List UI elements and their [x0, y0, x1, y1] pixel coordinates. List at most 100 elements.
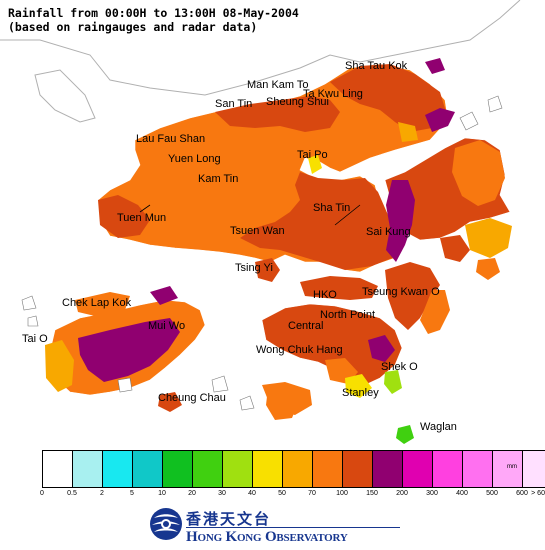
label-tai-o: Tai O [22, 333, 48, 345]
label-chek-lap-kok: Chek Lap Kok [62, 297, 132, 309]
legend-swatch [193, 451, 223, 487]
tuen-mun-zone [98, 195, 150, 238]
cheung-chau-island [158, 392, 182, 412]
label-tai-po: Tai Po [297, 149, 328, 161]
legend-swatch [373, 451, 403, 487]
tai-po-yellow [308, 155, 322, 174]
lantau-purple [78, 318, 180, 382]
legend-swatch [313, 451, 343, 487]
legend-tick-label: 5 [130, 490, 134, 497]
small-islands-w [21, 295, 39, 327]
label-tuen-mun: Tuen Mun [117, 212, 167, 224]
south-east-islands [476, 258, 500, 280]
legend-swatch [163, 451, 193, 487]
legend-tick-label: 30 [218, 490, 226, 497]
kowloon-zone [300, 276, 378, 300]
label-kam-tin: Kam Tin [198, 173, 239, 185]
label-tsing-yi: Tsing Yi [235, 262, 273, 274]
label-sha-tin: Sha Tin [313, 202, 351, 214]
legend-swatch [73, 451, 103, 487]
label-central: Central [288, 320, 324, 332]
small-islands-s [117, 375, 255, 411]
legend-swatch [463, 451, 493, 487]
label-ta-kwu-ling: Ta Kwu Ling [303, 88, 363, 100]
chek-lap-kok [75, 292, 130, 316]
label-waglan: Waglan [420, 421, 457, 433]
legend-tick-label: 0.5 [67, 490, 77, 497]
legend-tick-label: > 600 [531, 490, 545, 497]
label-cheung-chau: Cheung Chau [158, 392, 226, 404]
legend-color-bar [42, 450, 545, 488]
legend-swatch [343, 451, 373, 487]
tsing-yi-island [255, 258, 280, 282]
waglan-island [396, 425, 414, 444]
legend-swatch [523, 451, 545, 487]
tai-o-orange [45, 340, 74, 392]
label-yuen-long: Yuen Long [168, 153, 221, 165]
tuen-mun-road [139, 204, 151, 213]
label-man-kam-to: Man Kam To [247, 79, 309, 91]
light-orange-ne [398, 122, 418, 142]
label-sheung-shui: Sheung Shui [266, 96, 329, 108]
legend-tick-label: 400 [456, 490, 468, 497]
label-hko: HKO [313, 289, 337, 301]
legend-swatch [403, 451, 433, 487]
label-north-point: North Point [320, 309, 376, 321]
stanley-yellow [345, 374, 372, 398]
sha-tin-road [334, 204, 361, 226]
legend-swatch [433, 451, 463, 487]
legend-tick-label: 150 [366, 490, 378, 497]
clear-water-bay-orange [420, 290, 450, 334]
label-stanley: Stanley [342, 387, 379, 399]
hko-english-name: Hong Kong Observatory [186, 529, 348, 545]
legend-tick-label: 10 [158, 490, 166, 497]
northeast-zone-2 [215, 96, 340, 132]
hong-kong-island [261, 303, 403, 386]
legend-unit: mm [507, 464, 517, 470]
sha-tau-kok-purple [425, 58, 445, 74]
legend-tick-label: 2 [100, 490, 104, 497]
label-sai-kung: Sai Kung [366, 226, 411, 238]
label-wong-chuk-hang: Wong Chuk Hang [256, 344, 343, 356]
legend-tick-label: 50 [278, 490, 286, 497]
label-tsuen-wan: Tsuen Wan [230, 225, 285, 237]
legend-swatch [223, 451, 253, 487]
small-islands-ne [459, 95, 503, 131]
northeast-purple [425, 108, 455, 132]
tseung-kwan-o [385, 262, 440, 330]
central-belt [240, 172, 398, 270]
hko-logo-icon [150, 508, 182, 540]
legend-tick-label: 70 [308, 490, 316, 497]
legend-tick-label: 500 [486, 490, 498, 497]
light-orange-se [465, 218, 512, 258]
label-tseung-kwan-o: Tseung Kwan O [362, 286, 440, 298]
legend-tick-label: 200 [396, 490, 408, 497]
map-title: Rainfall from 00:00H to 13:00H 08-May-20… [8, 6, 299, 20]
east-islands [440, 235, 470, 262]
lamma-island [266, 384, 300, 420]
legend-tick-label: 40 [248, 490, 256, 497]
hko-divider [186, 527, 400, 528]
legend-ticks: 0 0.5 2 5 10 20 30 40 50 70 100 150 200 300 400 500 600 >… [0, 490, 545, 502]
northeast-zone [330, 64, 446, 132]
label-san-tin: San Tin [215, 98, 253, 110]
hk-island-purple [368, 335, 395, 362]
legend-swatch [253, 451, 283, 487]
legend-tick-label: 600 [516, 490, 528, 497]
legend-tick-label: 0 [40, 490, 44, 497]
label-lau-fau-shan: Lau Fau Shan [136, 133, 206, 145]
legend-tick-label: 20 [188, 490, 196, 497]
map-subtitle: (based on raingauges and radar data) [8, 20, 258, 34]
legend-swatch [133, 451, 163, 487]
hko-chinese-name: 香港天文台 [186, 510, 272, 528]
legend-swatch [283, 451, 313, 487]
chek-lap-kok-purple [150, 286, 178, 305]
label-mui-wo: Mui Wo [148, 320, 186, 332]
legend-swatch [493, 451, 523, 487]
shek-o-yellow [384, 370, 402, 394]
shenzhen-outline [0, 0, 521, 96]
label-sha-tau-kok: Sha Tau Kok [345, 60, 408, 72]
sai-kung-orange [452, 140, 505, 206]
deep-bay-outline [34, 69, 96, 123]
